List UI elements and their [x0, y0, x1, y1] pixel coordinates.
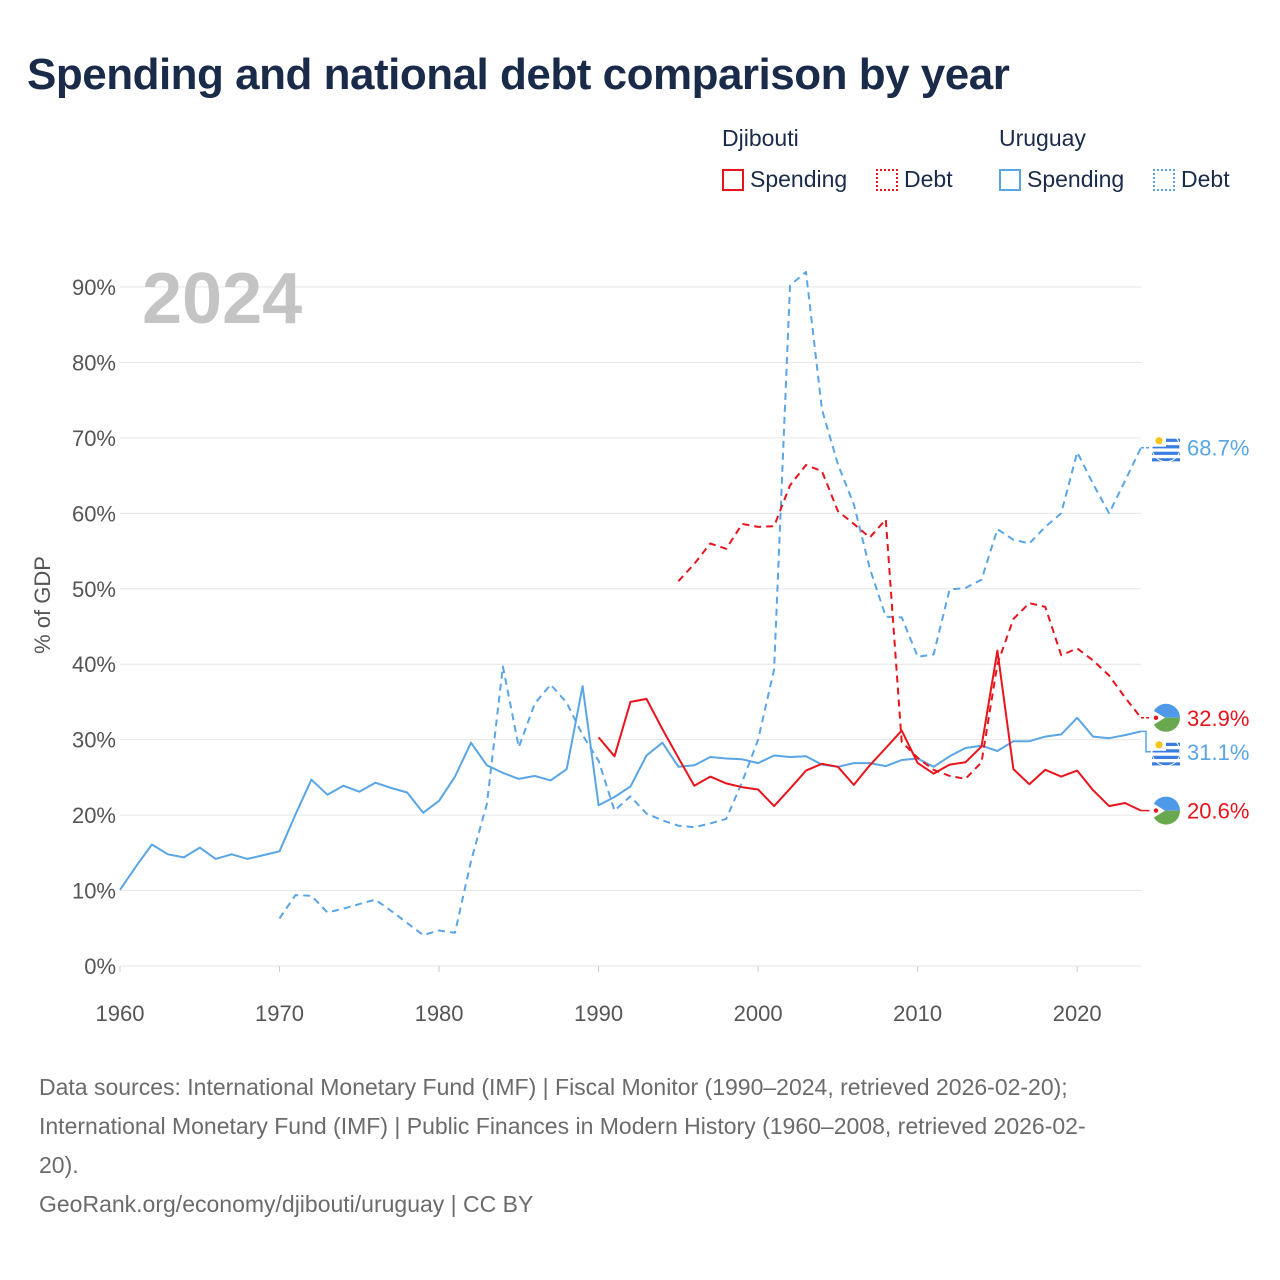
legend-swatch-solid-blue: [999, 168, 1021, 191]
djibouti-flag-icon: [1149, 703, 1181, 732]
y-tick-label: 90%: [72, 275, 116, 300]
y-tick-label: 70%: [72, 426, 116, 451]
legend-label: Debt: [1181, 166, 1230, 192]
legend-label: Debt: [904, 166, 953, 192]
data-sources: Data sources: International Monetary Fun…: [39, 1068, 1239, 1224]
legend-group-djibouti: Djibouti: [722, 125, 799, 151]
y-tick-label: 10%: [72, 879, 116, 904]
line-chart: 0%10%20%30%40%50%60%70%80%90% 1960 1970 19…: [30, 259, 1249, 1026]
legend-item-uruguay-debt[interactable]: Debt: [1153, 166, 1230, 193]
chart-title: Spending and national debt comparison by…: [27, 50, 1010, 99]
uruguay-flag-icon: [1151, 737, 1181, 767]
legend-group-uruguay: Uruguay: [999, 125, 1086, 151]
star-icon: [1153, 715, 1159, 720]
legend-swatch-dotted-blue: [1153, 168, 1175, 191]
end-value-label: 68.7%: [1187, 436, 1249, 461]
legend-label: Spending: [1027, 166, 1125, 192]
y-tick-label: 30%: [72, 728, 116, 753]
source-line: 20).: [39, 1152, 79, 1178]
flag-stripe: [1152, 451, 1180, 455]
flag-stripe: [1152, 749, 1180, 753]
legend-swatch-solid-red: [722, 168, 744, 191]
flag-stripe: [1152, 755, 1180, 759]
x-tick-label: 1970: [255, 1001, 304, 1026]
leader-line: [1141, 730, 1151, 753]
uruguay-flag-icon: [1151, 433, 1181, 463]
y-tick-label: 80%: [72, 350, 116, 375]
uruguay-debt-line: [278, 270, 1142, 937]
legend-item-djibouti-debt[interactable]: Debt: [876, 166, 953, 193]
end-value-label: 31.1%: [1187, 740, 1249, 765]
y-tick-label: 0%: [84, 954, 116, 979]
x-tick-label: 2010: [893, 1001, 942, 1026]
y-tick-label: 60%: [72, 501, 116, 526]
source-line: Data sources: International Monetary Fun…: [39, 1074, 1068, 1100]
djibouti-flag-icon: [1149, 796, 1181, 825]
flag-stripe: [1152, 445, 1180, 449]
grid-lines: [120, 286, 1141, 967]
flag-outline: [1151, 433, 1181, 463]
end-value-label: 20.6%: [1187, 799, 1249, 824]
x-tick-label: 1990: [574, 1001, 623, 1026]
flag-stripe: [1152, 458, 1180, 462]
end-markers: 68.7% 32.9% 31.1% 20.6%: [1141, 433, 1249, 825]
djibouti-spending-line: [597, 649, 1142, 812]
x-tick-label: 2000: [734, 1001, 783, 1026]
source-attribution: GeoRank.org/economy/djibouti/uruguay | C…: [39, 1191, 534, 1217]
source-line: International Monetary Fund (IMF) | Publ…: [39, 1113, 1086, 1139]
y-tick-label: 20%: [72, 803, 116, 828]
end-value-label: 32.9%: [1187, 706, 1249, 731]
x-tick-label: 1960: [96, 1001, 145, 1026]
x-axis-ticks: 1960 1970 1980 1990 2000 2010 2020: [96, 966, 1102, 1026]
legend-item-uruguay-spending[interactable]: Spending: [999, 166, 1124, 193]
star-icon: [1153, 808, 1159, 813]
x-tick-label: 2020: [1053, 1001, 1102, 1026]
y-tick-label: 50%: [72, 577, 116, 602]
djibouti-debt-line: [677, 464, 1142, 780]
year-watermark: 2024: [142, 259, 302, 339]
flag-outline: [1151, 737, 1181, 767]
uruguay-spending-line: [119, 685, 1142, 891]
x-tick-label: 1980: [415, 1001, 464, 1026]
legend-label: Spending: [750, 166, 848, 192]
sun-icon: [1155, 437, 1163, 445]
y-tick-label: 40%: [72, 652, 116, 677]
series-lines: [119, 270, 1142, 937]
y-axis-title: % of GDP: [30, 556, 55, 654]
flag-stripe: [1152, 762, 1180, 766]
legend-swatch-dotted-red: [876, 168, 898, 191]
sun-icon: [1155, 741, 1163, 749]
y-axis-ticks: 0% 10% 20% 30% 40% 50% 60% 70% 80% 90%: [72, 275, 116, 979]
legend-item-djibouti-spending[interactable]: Spending: [722, 166, 847, 193]
